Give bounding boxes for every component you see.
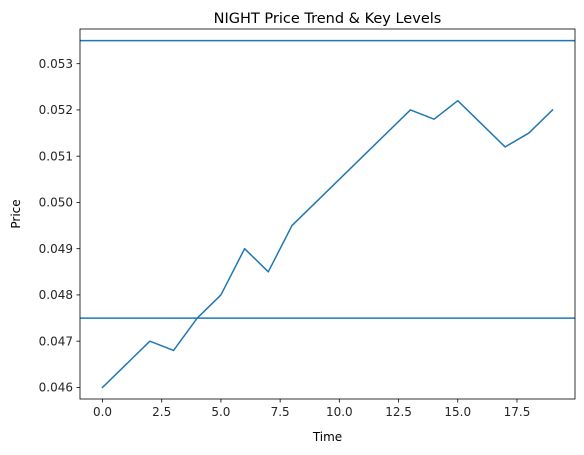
x-tick-label: 7.5 — [271, 405, 290, 419]
x-tick-label: 2.5 — [152, 405, 171, 419]
plot-area — [80, 39, 575, 389]
y-tick-label: 0.051 — [39, 149, 73, 163]
axes-frame — [79, 28, 576, 400]
x-tick-label: 10.0 — [326, 405, 353, 419]
y-tick-label: 0.049 — [39, 242, 73, 256]
y-tick-label: 0.053 — [39, 57, 73, 71]
y-tick-label: 0.050 — [39, 196, 73, 210]
plot-content — [80, 39, 575, 389]
axes: 0.0 2.5 5.0 7.5 10.0 12.5 15.0 17.5 0.046 0.047 0.… — [39, 28, 576, 419]
y-axis-label: Price — [9, 199, 23, 228]
x-tick-label: 12.5 — [385, 405, 412, 419]
y-tick-label: 0.052 — [39, 103, 73, 117]
y-tick-label: 0.048 — [39, 288, 73, 302]
x-tick-label: 5.0 — [211, 405, 230, 419]
x-axis-label: Time — [312, 430, 342, 444]
price-series-line — [101, 99, 554, 389]
y-tick-label: 0.047 — [39, 334, 73, 348]
x-tick-label: 0.0 — [93, 405, 112, 419]
chart-title: NIGHT Price Trend & Key Levels — [214, 11, 442, 27]
x-tick-label: 15.0 — [444, 405, 471, 419]
y-tick-label: 0.046 — [39, 381, 73, 395]
x-tick-label: 17.5 — [504, 405, 531, 419]
